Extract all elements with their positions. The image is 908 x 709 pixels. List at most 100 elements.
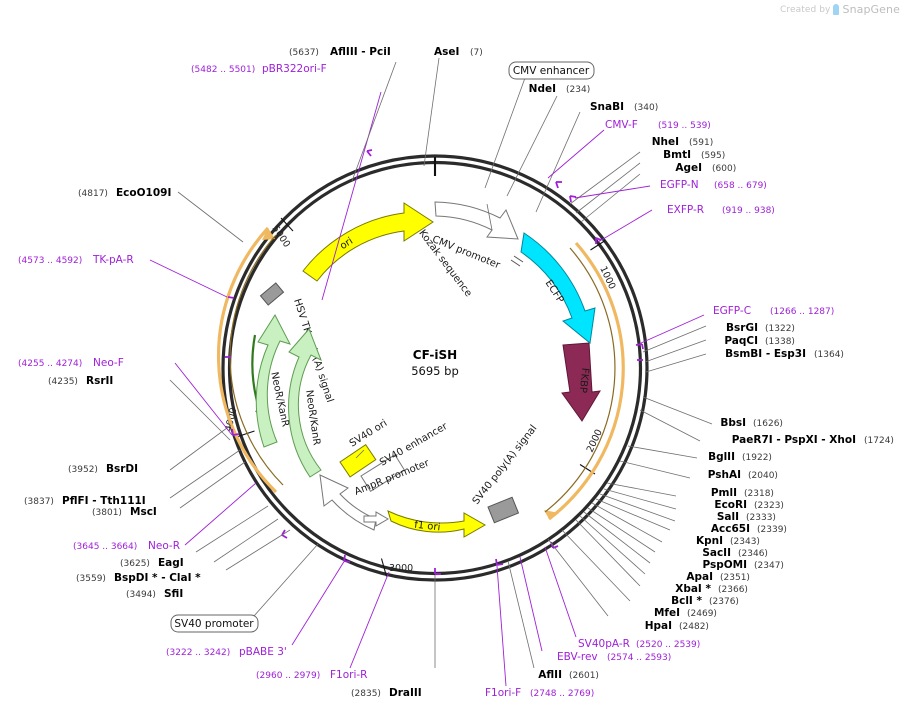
pos-nheI: (591) — [689, 138, 713, 148]
site-bsmBI: BsmBI - Esp3I — [725, 348, 806, 360]
pos-acc65I: (2339) — [757, 525, 787, 535]
site-rsrII: RsrII — [86, 375, 113, 387]
label-group-top: (5637) AflIII - PciI AseI (7) (5482 .. 5… — [191, 46, 483, 75]
label-group-bottom: (2835) DraIII (2960 .. 2979) F1ori-R (32… — [166, 646, 422, 699]
pos-snaBI: (340) — [634, 103, 658, 113]
feature-sv40-polya: SV40 poly(A) signal — [471, 423, 540, 524]
pos-rsrII: (4235) — [48, 377, 78, 387]
site-pflFI: PflFI - Tth111I — [62, 495, 146, 507]
feature-f1-ori: f1 ori — [387, 510, 487, 538]
site-mscI: MscI — [130, 506, 157, 518]
primer-tk-pa-r: TK-pA-R — [92, 254, 134, 266]
pos-bglII: (1922) — [742, 453, 772, 463]
site-ecoO109I: EcoO109I — [116, 187, 171, 199]
pos-pshAI: (2040) — [748, 471, 778, 481]
range-tk-pa-r: (4573 .. 4592) — [18, 256, 82, 266]
site-bglII: BglII — [708, 451, 735, 463]
site-aflIII: AflIII - PciI — [330, 46, 391, 58]
pos-bclI: (2376) — [709, 597, 739, 607]
watermark-brand: SnapGene — [842, 3, 900, 16]
feature-label-sv40-ori: SV40 ori — [348, 418, 390, 450]
plasmid-size: 5695 bp — [411, 364, 459, 378]
orange-translation-arcs — [217, 226, 625, 521]
range-cmv-f: (519 .. 539) — [658, 121, 711, 131]
site-kpnI: KpnI — [696, 535, 723, 547]
site-snaBI: SnaBI — [590, 101, 624, 113]
site-bclI: BclI * — [671, 595, 702, 607]
plasmid-center-title: CF-iSH 5695 bp — [411, 348, 459, 378]
feature-ecfp: ECFP — [520, 232, 596, 344]
watermark-prefix: Created by — [779, 4, 831, 15]
pos-draIII: (2835) — [351, 689, 381, 699]
feature-fkbp: FKBP — [561, 342, 601, 422]
tick-4000 — [237, 430, 255, 438]
site-pshAI: PshAI — [708, 469, 741, 481]
label-group-right: NdeI (234) SnaBI (340) CMV-F (519 .. 539… — [485, 83, 894, 699]
range-exfp-r: (919 .. 938) — [722, 206, 775, 216]
site-sfiI: SfiI — [164, 588, 183, 600]
pos-eagI: (3625) — [120, 559, 150, 569]
primer-f1ori-r: F1ori-R — [330, 669, 367, 681]
pos-ecoRI: (2323) — [754, 501, 784, 511]
label-box-cmv-enhancer: CMV enhancer — [508, 61, 595, 80]
pos-salI: (2333) — [746, 513, 776, 523]
site-ecoRI: EcoRI — [714, 499, 747, 511]
primer-neo-r: Neo-R — [148, 540, 180, 552]
pos-mfeI: (2469) — [687, 609, 717, 619]
snapgene-watermark: Created by SnapGene — [780, 3, 900, 16]
site-bbsI: BbsI — [720, 417, 746, 429]
range-sv40pa-r: (2520 .. 2539) — [636, 640, 700, 650]
pos-ageI: (600) — [712, 164, 736, 174]
site-acc65I: Acc65I — [711, 523, 750, 535]
plasmid-name: CF-iSH — [413, 348, 457, 362]
range-f1ori-f: (2748 .. 2769) — [530, 689, 594, 699]
site-bmtI: BmtI — [663, 149, 691, 161]
site-xbaI: XbaI * — [675, 583, 711, 595]
pos-bbsI: (1626) — [753, 419, 783, 429]
feature-label-fkbp: FKBP — [577, 367, 591, 393]
range-neo-r: (3645 .. 3664) — [73, 542, 137, 552]
primer-pbabe3: pBABE 3' — [239, 646, 287, 658]
site-salI: SalI — [717, 511, 739, 523]
range-neo-f: (4255 .. 4274) — [18, 359, 82, 369]
feature-label-sv40-polya: SV40 poly(A) signal — [471, 423, 540, 507]
backbone-site-marks — [225, 149, 644, 575]
pos-ndeI: (234) — [566, 85, 590, 95]
pos-bspDI: (3559) — [76, 574, 106, 584]
site-bspDI: BspDI * - ClaI * — [114, 572, 201, 584]
label-cmv-enhancer: CMV enhancer — [513, 65, 590, 77]
primer-sv40pa-r: SV40pA-R — [578, 638, 630, 650]
pos-hpaI: (2482) — [679, 622, 709, 632]
feature-neor-kanr-2: NeoR/KanR — [288, 328, 322, 478]
label-sv40-promoter: SV40 promoter — [174, 618, 254, 630]
primer-pbr322ori-f: pBR322ori-F — [262, 63, 327, 75]
pos-paqCI: (1338) — [765, 337, 795, 347]
site-bsrGI: BsrGI — [726, 322, 758, 334]
pos-bsrDI: (3952) — [68, 465, 98, 475]
feature-label-neor-kanr-2: NeoR/KanR — [303, 389, 322, 446]
site-bsrDI: BsrDI — [106, 463, 138, 475]
site-hpaI: HpaI — [645, 620, 672, 632]
pos-bsrGI: (1322) — [765, 324, 795, 334]
pos-aseI: (7) — [470, 48, 483, 58]
feature-label-neor-kanr-1: NeoR/KanR — [268, 371, 290, 428]
pos-ecoO109I: (4817) — [78, 189, 108, 199]
feature-label-sv40-enhancer: SV40 enhancer — [378, 421, 450, 469]
tick-1000 — [590, 240, 606, 251]
tick-label-3000: 3000 — [389, 563, 413, 574]
range-f1ori-r: (2960 .. 2979) — [256, 671, 320, 681]
site-ageI: AgeI — [675, 162, 702, 174]
site-mfeI: MfeI — [654, 607, 680, 619]
primer-egfp-c: EGFP-C — [713, 305, 751, 317]
site-paeR7I: PaeR7I - PspXI - XhoI — [732, 434, 856, 446]
range-pbr322ori-f: (5482 .. 5501) — [191, 65, 255, 75]
pos-bsmBI: (1364) — [814, 350, 844, 360]
range-pbabe3: (3222 .. 3242) — [166, 648, 230, 658]
site-draIII: DraIII — [389, 687, 422, 699]
primer-f1ori-f: F1ori-F — [485, 687, 521, 699]
range-ebv-rev: (2574 .. 2593) — [607, 653, 671, 663]
primer-neo-f: Neo-F — [93, 357, 124, 369]
pos-apaI: (2351) — [720, 573, 750, 583]
